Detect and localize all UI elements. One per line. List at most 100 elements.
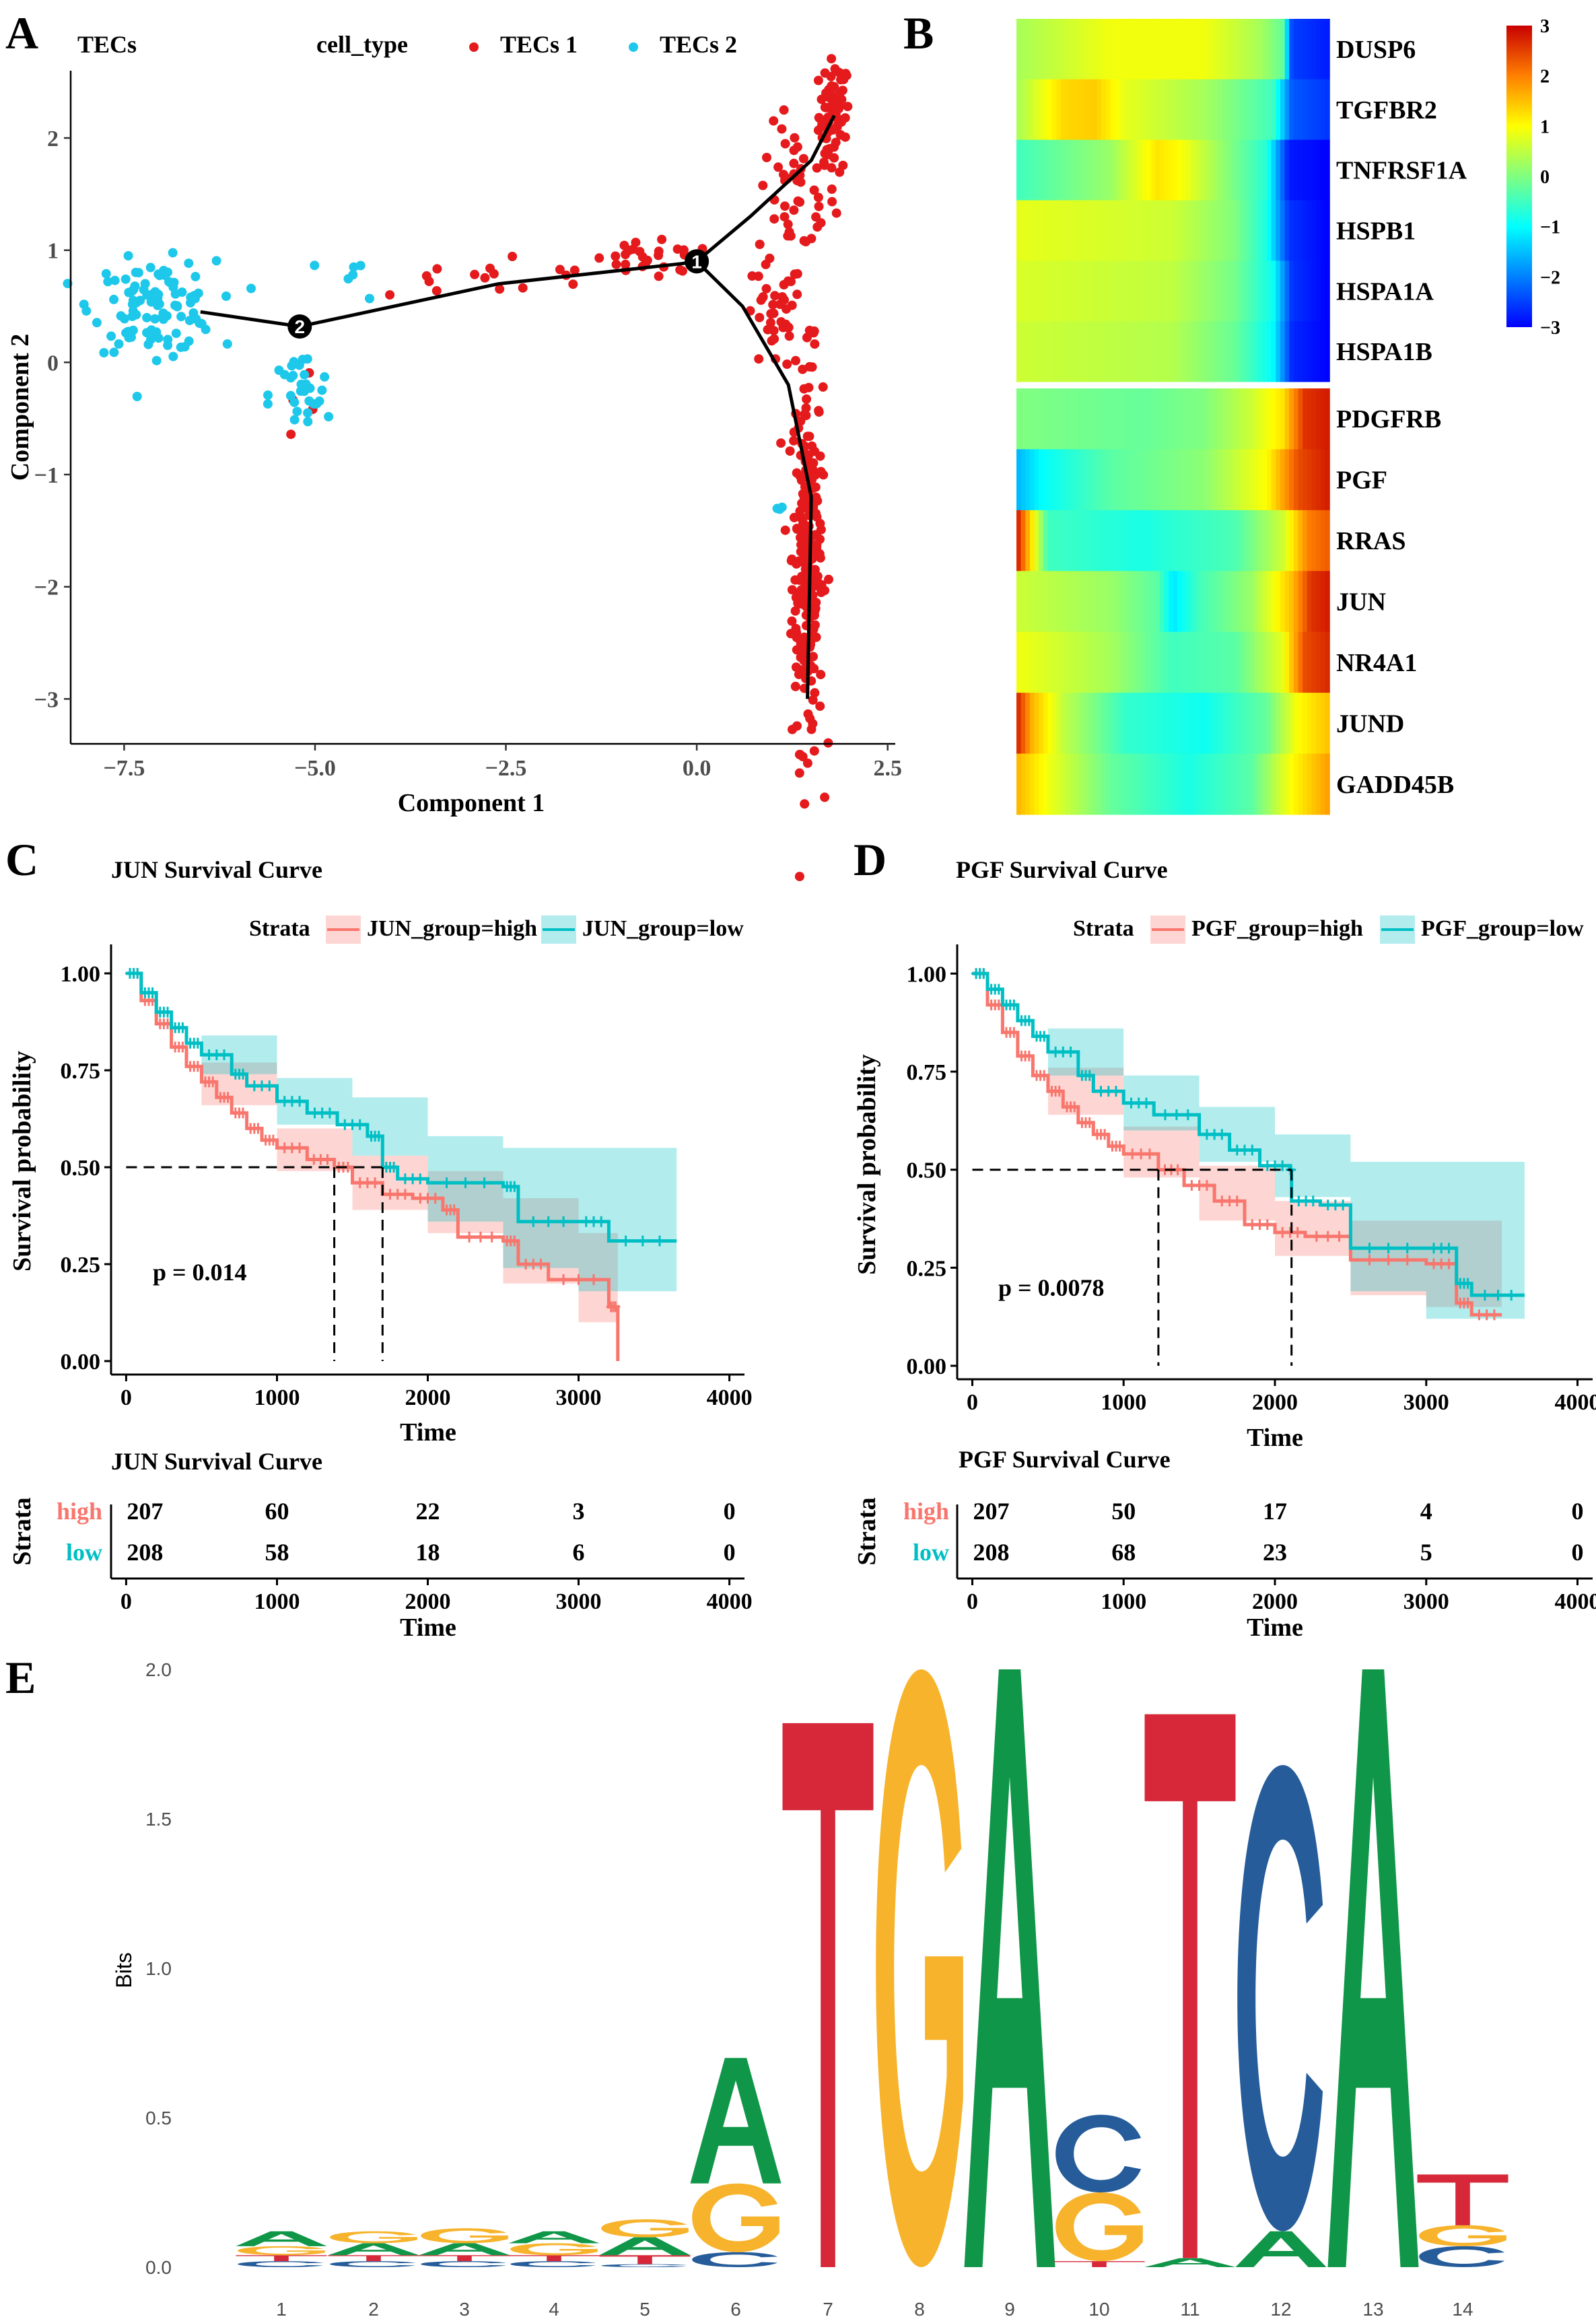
- heatmap-cell: [1280, 388, 1286, 450]
- heatmap-cell: [1249, 388, 1254, 450]
- heatmap-cell: [1154, 693, 1160, 754]
- colorbar-tick-label: −1: [1540, 217, 1560, 238]
- point-tecs1: [805, 714, 815, 724]
- heatmap-cell: [1177, 388, 1183, 450]
- heatmap-cell: [1262, 388, 1268, 450]
- heatmap-cell: [1181, 510, 1187, 571]
- heatmap-cell: [1146, 261, 1151, 322]
- heatmap-cell: [1088, 631, 1093, 693]
- censor-mark: [389, 1162, 399, 1173]
- heatmap-cell: [1097, 449, 1102, 511]
- censor-mark: [994, 983, 1004, 995]
- heatmap-cell: [1056, 388, 1062, 450]
- y-tick-label: 0.50: [907, 1158, 947, 1183]
- heatmap-cell: [1271, 200, 1276, 261]
- heatmap-cell: [1235, 200, 1241, 261]
- gene-label-pgf: PGF: [1336, 466, 1387, 495]
- heatmap-cell: [1074, 510, 1080, 571]
- heatmap-cell: [1226, 139, 1232, 201]
- y-tick-label: 0.50: [61, 1156, 101, 1181]
- heatmap-cell: [1311, 261, 1317, 322]
- heatmap-cell: [1061, 693, 1066, 754]
- heatmap-cell: [1052, 79, 1057, 141]
- heatmap-cell: [1267, 449, 1272, 511]
- risk-count: 68: [1111, 1539, 1136, 1566]
- ci-band-low: [126, 973, 677, 1292]
- heatmap-cell: [1262, 571, 1268, 633]
- heatmap-cell: [1320, 571, 1326, 633]
- heatmap-cell: [1316, 200, 1321, 261]
- heatmap-cell: [1253, 510, 1259, 571]
- heatmap-cell: [1056, 631, 1062, 693]
- logo-letter-T: [1053, 2261, 1145, 2267]
- heatmap-cell: [1307, 631, 1313, 693]
- point-tecs1: [827, 197, 837, 207]
- point-tecs1: [791, 662, 801, 672]
- heatmap-cell: [1137, 19, 1142, 80]
- legend-key-tecs1: [469, 42, 479, 52]
- heatmap-cell: [1262, 79, 1268, 141]
- heatmap-cell: [1298, 449, 1303, 511]
- heatmap-cell: [1181, 388, 1187, 450]
- point-tecs1: [672, 244, 683, 254]
- heatmap-cell: [1276, 631, 1281, 693]
- heatmap-cell: [1039, 321, 1044, 382]
- risk-x-tick-label: 4000: [1555, 1589, 1596, 1614]
- heatmap-cell: [1320, 449, 1326, 511]
- point-tecs1: [789, 512, 799, 522]
- censor-mark: [238, 1107, 248, 1119]
- heatmap-cell: [1083, 631, 1088, 693]
- logo-letter-C: [421, 2261, 507, 2267]
- heatmap-cell: [1137, 200, 1142, 261]
- panel-b: B DUSP6 TGFBR2 TNFRSF1A HSPB1 HSPA1A HSPA1B PD…: [903, 7, 1560, 815]
- panel-c-pvalue: p = 0.014: [153, 1259, 247, 1286]
- heatmap-cell: [1303, 449, 1308, 511]
- heatmap-cell: [1079, 510, 1084, 571]
- heatmap-cell: [1115, 79, 1120, 141]
- heatmap-cell: [1307, 19, 1313, 80]
- heatmap-cell: [1101, 693, 1107, 754]
- heatmap-cell: [1101, 753, 1107, 815]
- heatmap-cell: [1020, 510, 1026, 571]
- heatmap-cell: [1128, 631, 1134, 693]
- heatmap-cell: [1222, 571, 1227, 633]
- point-tecs2: [201, 324, 211, 335]
- heatmap-cell: [1173, 261, 1178, 322]
- heatmap-cell: [1320, 321, 1326, 382]
- heatmap-cell: [1253, 753, 1259, 815]
- panel-d-y-label: Survival probability: [853, 1054, 881, 1275]
- heatmap-cell: [1020, 79, 1026, 141]
- heatmap-cell: [1056, 139, 1062, 201]
- heatmap-cell: [1235, 753, 1241, 815]
- heatmap-cell: [1307, 753, 1313, 815]
- x-tick-label: 1000: [254, 1385, 300, 1410]
- point-tecs2: [147, 325, 156, 335]
- heatmap-cell: [1159, 753, 1165, 815]
- heatmap-cell: [1325, 693, 1330, 754]
- logo-letter-T: [782, 1723, 874, 2267]
- point-tecs1: [770, 291, 780, 301]
- censor-mark: [460, 1177, 471, 1189]
- heatmap-cell: [1016, 753, 1022, 815]
- heatmap-cell: [1132, 753, 1138, 815]
- heatmap-cell: [1235, 571, 1241, 633]
- heatmap-cell: [1303, 139, 1308, 201]
- heatmap-cell: [1217, 449, 1223, 511]
- point-tecs2: [170, 289, 180, 299]
- point-tecs2: [120, 274, 131, 284]
- censor-mark: [1262, 1219, 1272, 1230]
- heatmap-cell: [1200, 79, 1205, 141]
- heatmap-cell: [1195, 753, 1201, 815]
- heatmap-cell: [1173, 571, 1178, 633]
- heatmap-cell: [1168, 321, 1174, 382]
- point-tecs2: [79, 300, 89, 310]
- censor-mark: [1480, 1290, 1490, 1301]
- heatmap-cell: [1325, 321, 1330, 382]
- heatmap-cell: [1240, 321, 1245, 382]
- heatmap-cell: [1298, 388, 1303, 450]
- heatmap-cell: [1320, 631, 1326, 693]
- censor-mark: [1402, 1243, 1412, 1254]
- heatmap-cell: [1240, 19, 1245, 80]
- point-tecs1: [780, 525, 790, 535]
- heatmap-cell: [1070, 19, 1076, 80]
